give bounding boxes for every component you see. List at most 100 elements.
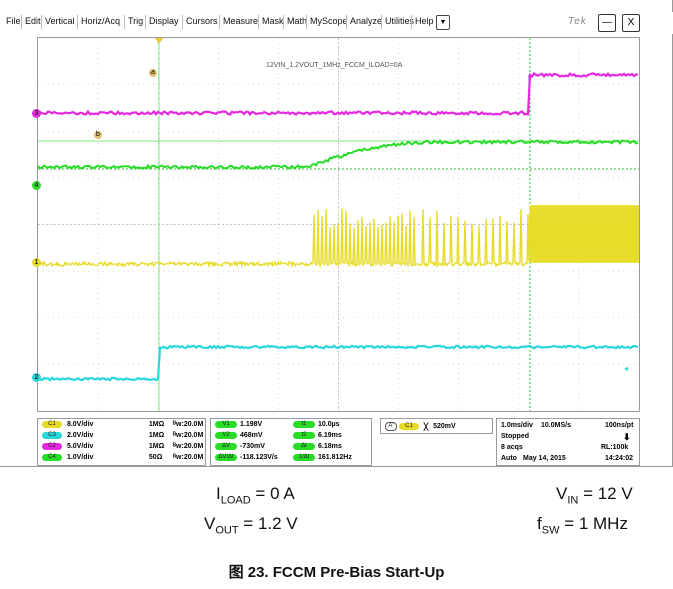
trigger-row: A' C1 ╳ 520mV (385, 422, 456, 432)
cursor-value: 161.812Hz (318, 454, 352, 461)
waveform-caption: 12VIN_1.2VOUT_1MHz_FCCM_ILOAD=0A (266, 62, 402, 69)
close-button[interactable]: X (622, 14, 640, 32)
bandwidth-icon: ᴮw: (173, 432, 184, 439)
record-length: RL:100k (601, 444, 628, 451)
input-voltage-label: VIN = 12 V (556, 484, 633, 506)
channel-2-offset-arrow-icon: ◂ (624, 364, 628, 373)
channel-impedance: 50Ω (149, 454, 167, 461)
cursor-marker-a[interactable]: a (149, 69, 157, 77)
cursor-value: -730mV (240, 443, 265, 450)
acquisition-panel[interactable]: 1.0ms/div 10.0MS/s 100ns/pt Stopped ⬇ 8 … (496, 418, 640, 466)
menu-display[interactable]: Display (149, 16, 179, 26)
cursor-marker-b[interactable]: b (94, 131, 102, 139)
menu-separator (219, 15, 220, 29)
cursor-value: 1.198V (240, 421, 262, 428)
menu-file[interactable]: File (6, 16, 21, 26)
channel-row[interactable]: C3 2.0V/div 1MΩ ᴮw:20.0M (42, 432, 203, 442)
cursor-dt-row: Δt 6.18ms (293, 443, 342, 453)
menu-math[interactable]: Math (287, 16, 307, 26)
scope-display: 12VIN_1.2VOUT_1MHz_FCCM_ILOAD=0A a b (37, 37, 640, 412)
channel-row[interactable]: C1 8.0V/div 1MΩ ᴮw:20.0M (42, 421, 203, 431)
trigger-level: 520mV (433, 423, 456, 430)
channel-scale: 8.0V/div (67, 421, 123, 428)
menu-measure[interactable]: Measure (223, 16, 258, 26)
menu-separator (21, 15, 22, 29)
trigger-channel-badge: C1 (399, 423, 419, 430)
menu-analyze[interactable]: Analyze (350, 16, 382, 26)
waveform-canvas (38, 38, 639, 411)
bandwidth-icon: ᴮw: (173, 443, 184, 450)
sample-rate: 10.0MS/s (541, 422, 571, 429)
cursor-inv-row: 1/Δt 161.812Hz (293, 454, 352, 464)
load-current-label: ILOAD = 0 A (216, 484, 295, 506)
channel-badge: C4 (42, 454, 62, 461)
chevron-down-icon[interactable]: ▼ (436, 15, 450, 30)
channel-2-marker[interactable]: 2 (32, 373, 41, 382)
menu-trig[interactable]: Trig (128, 16, 143, 26)
menu-separator (306, 15, 307, 29)
menu-separator (124, 15, 125, 29)
menu-separator (283, 15, 284, 29)
figure-caption: 图 23. FCCM Pre-Bias Start-Up (0, 561, 673, 582)
cursor-dvdt-row: ΔV/Δt -118.123V/s (215, 454, 278, 464)
cursor-value: -118.123V/s (240, 454, 278, 461)
trigger-readout[interactable]: A' C1 ╳ 520mV (380, 418, 493, 434)
channel-1-burst (530, 205, 639, 263)
channel-settings-panel: C1 8.0V/div 1MΩ ᴮw:20.0M C3 2.0V/div 1MΩ… (37, 418, 206, 466)
cursor-readout-panel: V1 1.198V V2 468mV ΔV -730mV ΔV/Δt -118.123V… (210, 418, 372, 466)
menu-edit[interactable]: Edit (25, 16, 41, 26)
cursor-value: 468mV (240, 432, 263, 439)
channel-scale: 2.0V/div (67, 432, 123, 439)
cursor-value: 10.0µs (318, 421, 340, 428)
menu-horiz-acq[interactable]: Horiz/Acq (81, 16, 120, 26)
channel-bandwidth: 20.0M (184, 454, 203, 461)
channel-1-marker[interactable]: 1 (32, 258, 41, 267)
cursor-t1-row: t1 10.0µs (293, 421, 340, 431)
download-arrow-icon: ⬇ (623, 432, 631, 443)
menu-separator (77, 15, 78, 29)
trigger-slope-icon: ╳ (424, 423, 428, 431)
menu-help[interactable]: Help (415, 16, 434, 26)
cursor-t2-row: t2 6.19ms (293, 432, 342, 442)
trigger-position-icon (155, 38, 163, 44)
channel-badge: C1 (42, 421, 62, 428)
menu-myscope[interactable]: MyScope (310, 16, 348, 26)
menu-separator (346, 15, 347, 29)
channel-impedance: 1MΩ (149, 421, 167, 428)
bandwidth-icon: ᴮw: (173, 421, 184, 428)
channel-4-marker[interactable]: 4 (32, 181, 41, 190)
cursor-value: 6.18ms (318, 443, 342, 450)
channel-scale: 1.0V/div (67, 454, 123, 461)
tek-logo: Tek (568, 16, 587, 27)
menu-separator (41, 15, 42, 29)
cursor-v2-row: V2 468mV (215, 432, 263, 442)
menu-utilities[interactable]: Utilities (385, 16, 414, 26)
channel-3-marker[interactable]: 3 (32, 109, 41, 118)
minimize-button[interactable]: — (598, 14, 616, 32)
acquisition-time: 14:24:02 (605, 455, 633, 462)
switching-frequency-label: fSW = 1 MHz (537, 514, 628, 536)
trigger-badge: A' (385, 422, 397, 431)
timebase: 1.0ms/div (501, 422, 533, 429)
channel-row[interactable]: C2 5.0V/div 1MΩ ᴮw:20.0M (42, 443, 203, 453)
channel-row[interactable]: C4 1.0V/div 50Ω ᴮw:20.0M (42, 454, 203, 464)
channel-2-trace (38, 346, 638, 380)
acquisition-count: 8 acqs (501, 444, 523, 451)
cursor-dv-row: ΔV -730mV (215, 443, 265, 453)
cursor-badge: t2 (293, 432, 315, 439)
menu-separator (145, 15, 146, 29)
menu-separator (182, 15, 183, 29)
menu-separator (381, 15, 382, 29)
cursor-badge: ΔV/Δt (215, 454, 237, 461)
channel-badge: C3 (42, 432, 62, 439)
output-voltage-label: VOUT = 1.2 V (204, 514, 298, 536)
channel-3-trace (38, 74, 638, 115)
menu-vertical[interactable]: Vertical (45, 16, 75, 26)
resolution: 100ns/pt (605, 422, 633, 429)
menu-separator (411, 15, 412, 29)
channel-bandwidth: 20.0M (184, 443, 203, 450)
menu-separator (258, 15, 259, 29)
menu-mask[interactable]: Mask (262, 16, 284, 26)
menu-cursors[interactable]: Cursors (186, 16, 218, 26)
cursor-badge: 1/Δt (293, 454, 315, 461)
